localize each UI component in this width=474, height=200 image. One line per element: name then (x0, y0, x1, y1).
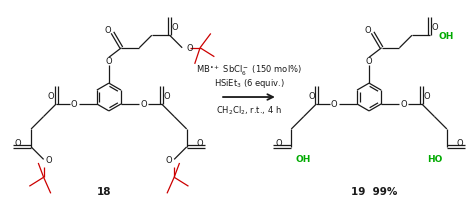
Text: OH: OH (295, 154, 310, 163)
Text: O: O (196, 139, 203, 148)
Text: O: O (366, 56, 373, 65)
Text: O: O (140, 100, 147, 109)
Text: O: O (275, 139, 282, 148)
Text: HO: HO (428, 154, 443, 163)
Text: O: O (365, 26, 371, 35)
Text: O: O (171, 23, 178, 32)
Text: O: O (71, 100, 77, 109)
Text: O: O (15, 139, 21, 148)
Text: O: O (48, 91, 55, 100)
Text: O: O (331, 100, 337, 109)
Text: HSiEt$_3$ (6 equiv.): HSiEt$_3$ (6 equiv.) (213, 76, 284, 89)
Text: O: O (164, 91, 170, 100)
Text: O: O (401, 100, 407, 109)
Text: O: O (166, 155, 173, 164)
Text: O: O (104, 26, 111, 35)
Text: 18: 18 (97, 186, 111, 196)
Text: O: O (106, 56, 112, 65)
Text: CH$_2$Cl$_2$, r.t., 4 h: CH$_2$Cl$_2$, r.t., 4 h (216, 104, 282, 117)
Text: O: O (456, 139, 463, 148)
Text: MB$^{\bullet+}$ SbCl$_6^-$ (150 mol%): MB$^{\bullet+}$ SbCl$_6^-$ (150 mol%) (196, 64, 302, 78)
Text: O: O (186, 44, 193, 53)
Text: O: O (46, 155, 52, 164)
Text: OH: OH (439, 32, 454, 41)
Text: 19  99%: 19 99% (351, 186, 397, 196)
Text: O: O (308, 91, 315, 100)
Text: O: O (431, 23, 438, 32)
Text: O: O (423, 91, 430, 100)
